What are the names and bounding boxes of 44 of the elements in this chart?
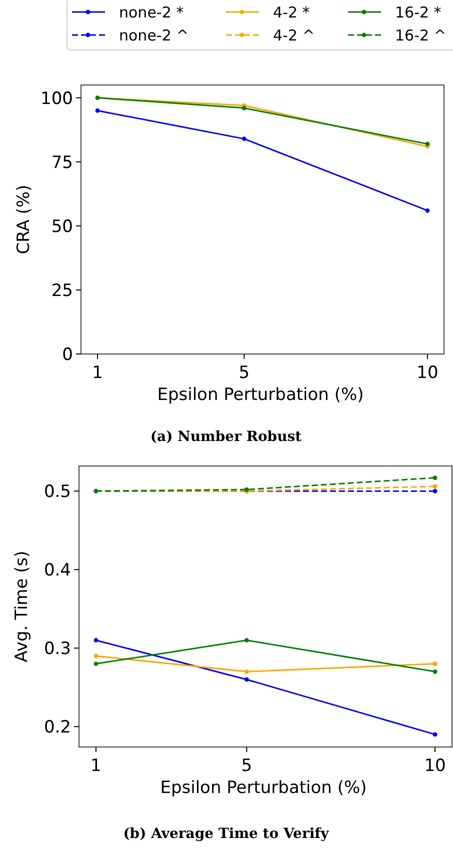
point <box>432 669 438 674</box>
point <box>244 669 249 674</box>
legend-label: 4-2 ^ <box>273 26 315 44</box>
x-tick-label: 1 <box>90 756 102 776</box>
point <box>432 484 438 489</box>
legend-label: 4-2 * <box>273 3 310 22</box>
legend-label: 16-2 * <box>395 3 442 22</box>
point <box>432 488 438 494</box>
y-axis-title: CRA (%) <box>14 184 34 254</box>
point <box>244 638 249 642</box>
point <box>94 662 98 666</box>
point <box>94 638 98 642</box>
point <box>95 108 100 113</box>
x-axis-title: Epsilon Perturbation (%) <box>157 385 364 405</box>
point <box>432 732 438 737</box>
text: (b) Average Time to Verify <box>123 826 330 842</box>
point <box>94 654 98 658</box>
y-tick-label: 0.3 <box>44 639 71 660</box>
y-tick-label: 100 <box>40 88 73 109</box>
point <box>425 208 430 213</box>
text: (a) Number Robust <box>150 429 302 445</box>
y-tick-label: 0.5 <box>44 482 71 502</box>
point <box>242 106 246 110</box>
legend-label: 16-2 ^ <box>395 26 446 44</box>
x-tick-label: 5 <box>241 756 252 776</box>
point <box>242 136 246 141</box>
x-tick-label: 1 <box>92 363 103 383</box>
y-tick-label: 25 <box>51 280 73 301</box>
legend-label: none-2 * <box>119 3 184 22</box>
y-tick-label: 75 <box>51 152 73 173</box>
x-axis-title: Epsilon Perturbation (%) <box>160 778 367 798</box>
point <box>432 476 438 480</box>
x-tick-label: 10 <box>416 363 438 383</box>
legend-label: none-2 ^ <box>119 26 189 44</box>
x-tick-label: 5 <box>238 363 250 383</box>
x-tick-label: 10 <box>424 756 446 776</box>
point <box>432 662 438 666</box>
y-tick-label: 50 <box>51 216 73 237</box>
y-tick-label: 0 <box>62 344 73 365</box>
point <box>425 142 430 146</box>
y-axis-title: Avg. Time (s) <box>12 550 32 662</box>
y-tick-label: 0.4 <box>44 560 71 581</box>
point <box>244 677 249 682</box>
y-tick-label: 0.2 <box>44 718 71 738</box>
